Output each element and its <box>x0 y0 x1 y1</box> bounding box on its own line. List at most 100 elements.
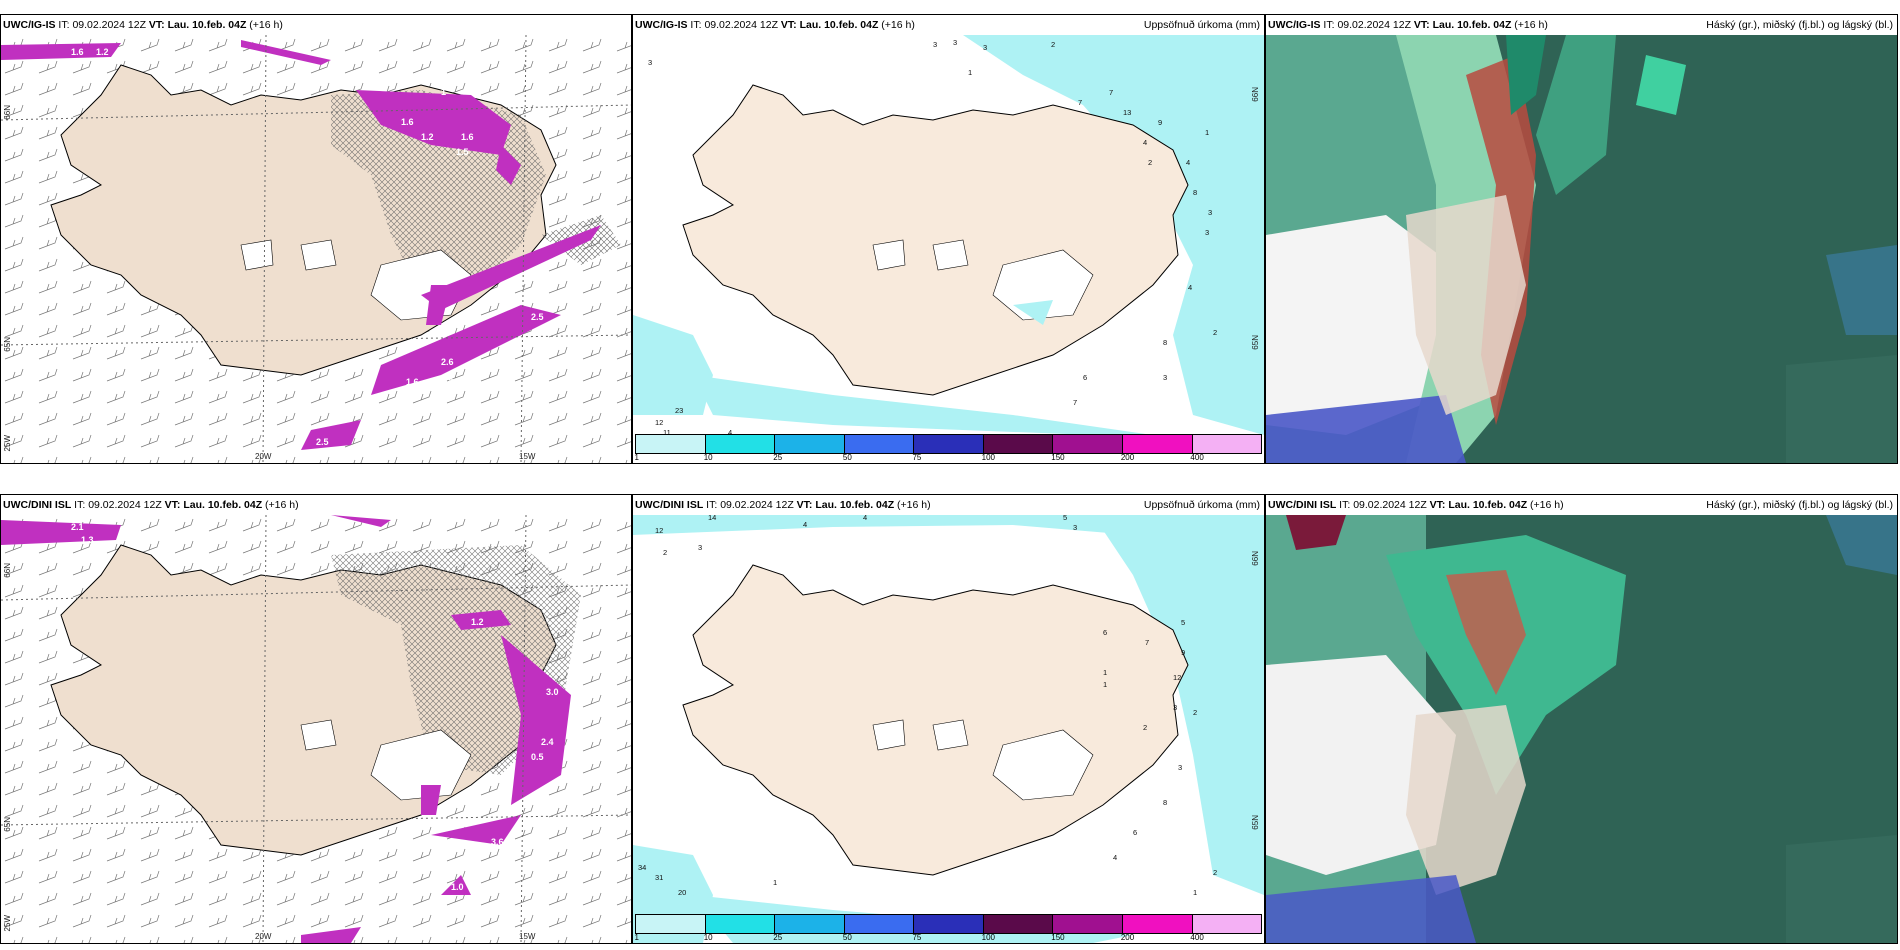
it-label: IT: <box>1339 499 1351 511</box>
colorbar-tick: 50 <box>842 453 852 462</box>
panel-header: UWC/DINI ISL IT: 09.02.2024 12Z VT: Lau.… <box>1 495 631 515</box>
valid-time: Lau. 10.feb. 04Z <box>1432 19 1512 31</box>
model-name: UWC/IG-IS <box>635 19 688 31</box>
svg-text:5: 5 <box>1063 515 1067 522</box>
svg-text:2.4: 2.4 <box>541 737 554 747</box>
svg-text:1.6: 1.6 <box>71 47 84 57</box>
svg-text:7: 7 <box>1109 88 1113 97</box>
colorbar-cell <box>983 915 1054 933</box>
svg-text:3: 3 <box>953 38 957 47</box>
svg-text:1.3: 1.3 <box>441 377 454 387</box>
svg-text:1.2: 1.2 <box>96 47 109 57</box>
colorbar-tick: 1 <box>634 933 640 942</box>
svg-text:2: 2 <box>1213 328 1217 337</box>
lon-label: 15W <box>519 932 536 941</box>
vt-label: VT: <box>1413 19 1430 31</box>
colorbar: 1 10 25 50 75 100 150 200 400 <box>635 434 1262 462</box>
lat-label: 65N <box>3 337 12 352</box>
map-panel-bottom-left: UWC/DINI ISL IT: 09.02.2024 12Z VT: Lau.… <box>0 494 632 944</box>
precip-map: 12 14 4 4 5 3 2 3 6 7 5 9 12 3 2 2 3 1 1… <box>633 515 1264 943</box>
colorbar-cell <box>1122 915 1193 933</box>
svg-text:9: 9 <box>1158 118 1162 127</box>
svg-text:4: 4 <box>1188 283 1192 292</box>
valid-time: Lau. 10.feb. 04Z <box>1448 499 1528 511</box>
colorbar-cell <box>636 915 706 933</box>
precip-title: Uppsöfnuð úrkoma (mm) <box>1143 19 1260 31</box>
colorbar-tick: 400 <box>1190 933 1204 942</box>
cloud-panel-top: UWC/IG-IS IT: 09.02.2024 12Z VT: Lau. 10… <box>1265 14 1898 464</box>
svg-text:12: 12 <box>655 418 663 427</box>
lon-label: 20W <box>255 452 272 461</box>
svg-text:1: 1 <box>1193 888 1197 897</box>
lon-label: 15W <box>519 452 536 461</box>
lat-label: 25W <box>3 915 12 932</box>
svg-text:3: 3 <box>1073 523 1077 532</box>
svg-text:8: 8 <box>1163 798 1167 807</box>
init-time: 09.02.2024 12Z <box>704 19 778 31</box>
colorbar-cell <box>844 915 915 933</box>
svg-text:2: 2 <box>663 548 667 557</box>
colorbar-cell <box>1192 435 1262 453</box>
svg-text:8: 8 <box>1163 338 1167 347</box>
svg-text:3.6: 3.6 <box>491 837 504 847</box>
model-name: UWC/IG-IS <box>1268 19 1321 31</box>
svg-text:1.2: 1.2 <box>421 132 434 142</box>
svg-text:3.0: 3.0 <box>546 687 559 697</box>
vt-label: VT: <box>148 19 165 31</box>
svg-text:3: 3 <box>933 40 937 49</box>
colorbar-tick: 75 <box>912 453 922 462</box>
precip-panel-bottom: UWC/DINI ISL IT: 09.02.2024 12Z VT: Lau.… <box>632 494 1265 944</box>
svg-text:34: 34 <box>638 863 646 872</box>
colorbar: 1 10 25 50 75 100 150 200 400 <box>635 914 1262 942</box>
svg-text:1: 1 <box>1205 128 1209 137</box>
svg-text:1.3: 1.3 <box>81 535 94 545</box>
init-time: 09.02.2024 12Z <box>1337 19 1411 31</box>
svg-text:2: 2 <box>1213 868 1217 877</box>
svg-text:3: 3 <box>1173 703 1177 712</box>
vt-label: VT: <box>164 499 181 511</box>
vt-label: VT: <box>780 19 797 31</box>
init-time: 09.02.2024 12Z <box>72 19 146 31</box>
svg-text:11: 11 <box>663 428 671 437</box>
svg-text:4: 4 <box>1143 138 1147 147</box>
init-time: 09.02.2024 12Z <box>720 499 794 511</box>
colorbar-cell <box>1122 435 1193 453</box>
colorbar-tick: 400 <box>1190 453 1204 462</box>
colorbar-cell <box>1053 915 1123 933</box>
lat-label: 65N <box>1251 815 1260 830</box>
svg-text:2: 2 <box>1051 40 1055 49</box>
lead-time: (+16 h) <box>1514 19 1548 31</box>
svg-text:31: 31 <box>655 873 663 882</box>
precip-map: 3 3 3 3 2 1 13 7 7 9 4 4 2 1 8 3 3 4 2 6 <box>633 35 1264 463</box>
colorbar-cells <box>635 434 1262 454</box>
valid-time: Lau. 10.feb. 04Z <box>815 499 895 511</box>
lat-label: 65N <box>3 817 12 832</box>
lead-time: (+16 h) <box>265 499 299 511</box>
svg-text:7: 7 <box>1078 98 1082 107</box>
svg-text:9: 9 <box>1181 648 1185 657</box>
svg-text:14: 14 <box>708 515 716 522</box>
model-name: UWC/IG-IS <box>3 19 56 31</box>
colorbar-cell <box>775 435 845 453</box>
model-name: UWC/DINI ISL <box>3 499 72 511</box>
colorbar-tick: 200 <box>1120 453 1135 462</box>
lead-time: (+16 h) <box>897 499 931 511</box>
lat-label: 65N <box>1251 335 1260 350</box>
colorbar-tick: 200 <box>1120 933 1135 942</box>
svg-text:0.5: 0.5 <box>531 752 544 762</box>
svg-text:3: 3 <box>698 543 702 552</box>
svg-text:3: 3 <box>648 58 652 67</box>
svg-text:1: 1 <box>1103 680 1107 689</box>
lead-time: (+16 h) <box>249 19 283 31</box>
it-label: IT: <box>58 19 70 31</box>
panel-header: UWC/DINI ISL IT: 09.02.2024 12Z VT: Lau.… <box>1266 495 1897 515</box>
valid-time: Lau. 10.feb. 04Z <box>799 19 879 31</box>
colorbar-tick: 150 <box>1051 933 1065 942</box>
svg-text:2.1: 2.1 <box>71 522 84 532</box>
colorbar-tick: 1 <box>634 453 640 462</box>
colorbar-cell <box>705 435 776 453</box>
lat-label: 66N <box>1251 551 1260 566</box>
colorbar-tick: 100 <box>981 933 996 942</box>
colorbar-tick: 150 <box>1051 453 1065 462</box>
cloud-map <box>1266 35 1897 463</box>
